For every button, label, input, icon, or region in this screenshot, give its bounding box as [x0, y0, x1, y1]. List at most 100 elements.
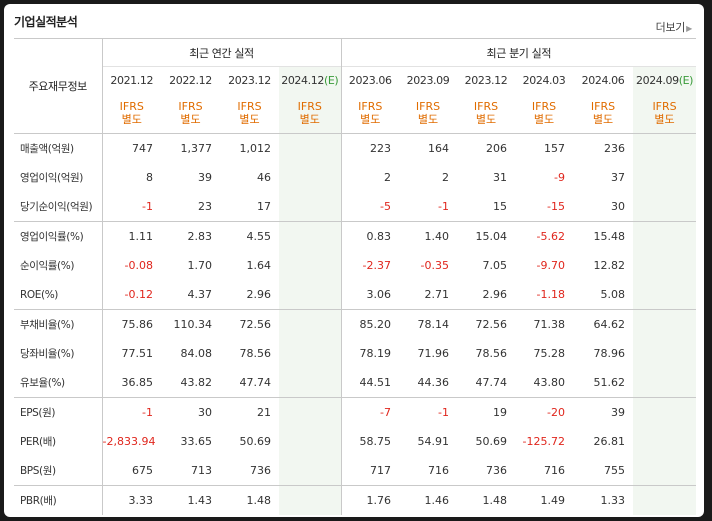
table-row: 당좌비율(%) 77.51 84.08 78.56 78.19 71.96 78.56 75.… — [14, 339, 697, 368]
period-header: 2023.06 — [340, 66, 400, 93]
ifrs-standard-label: IFRS 별도 — [633, 93, 697, 134]
table-cell: 223 — [340, 133, 400, 163]
table-cell: 71.38 — [515, 309, 574, 339]
table-cell: 2.96 — [246, 288, 272, 301]
ifrs-standard-label: IFRS 별도 — [457, 93, 516, 134]
table-cell — [279, 427, 342, 456]
row-label: 당기순이익(억원) — [14, 192, 103, 222]
table-cell: 716 — [544, 464, 566, 477]
table-cell: 2.96 — [482, 288, 508, 301]
table-cell — [633, 280, 697, 310]
table-row: BPS(원) 675 713 736 717 716 736 716 755 — [14, 456, 697, 486]
table-cell: 1.43 — [161, 485, 220, 515]
ifrs-line1: IFRS — [473, 100, 499, 113]
table-cell: 54.91 — [417, 435, 450, 448]
table-cell: 47.74 — [475, 376, 508, 389]
table-cell — [633, 427, 697, 456]
table-cell: -5 — [340, 192, 400, 222]
table-cell: 15.48 — [573, 221, 634, 251]
table-cell: -0.35 — [420, 259, 450, 272]
table-cell: 1,012 — [239, 142, 272, 155]
table-cell: 1.76 — [340, 485, 400, 515]
table-cell — [279, 163, 342, 192]
table-cell: 2.83 — [161, 221, 220, 251]
table-cell: 157 — [544, 142, 566, 155]
period-header: 2023.09 — [399, 66, 458, 93]
table-cell: 75.28 — [533, 347, 566, 360]
table-row: PER(배) -2,833.94 33.65 50.69 58.75 54.91 50.69… — [14, 427, 697, 456]
table-cell: -0.12 — [124, 288, 153, 301]
table-cell: -7 — [340, 397, 400, 427]
period-label: 2024.03 — [522, 73, 566, 87]
table-cell — [279, 280, 342, 310]
ifrs-line1: IFRS — [237, 100, 262, 113]
table-cell: 1.48 — [220, 485, 279, 515]
table-cell: 85.20 — [340, 309, 400, 339]
table-cell: 717 — [340, 456, 400, 486]
ifrs-line2: 별도 — [475, 113, 497, 126]
table-cell: -125.72 — [522, 435, 566, 448]
ifrs-line1: IFRS — [531, 100, 557, 113]
ifrs-line1: IFRS — [119, 100, 144, 113]
table-cell: -1.18 — [536, 288, 566, 301]
table-row: 매출액(억원) 747 1,377 1,012 223 164 206 157 236 — [14, 133, 697, 163]
table-cell: 713 — [191, 464, 212, 477]
period-label: 2021.12 — [110, 73, 154, 87]
ifrs-line2: 별도 — [299, 113, 320, 126]
table-cell: 78.14 — [399, 309, 458, 339]
table-row: 당기순이익(억원) -1 23 17 -5 -1 15 -15 30 — [14, 192, 697, 222]
row-label: BPS(원) — [14, 456, 103, 486]
table-cell — [633, 251, 697, 280]
table-cell — [633, 368, 697, 398]
table-cell: 2 — [340, 163, 400, 192]
table-row: 영업이익(억원) 8 39 46 2 2 31 -9 37 — [14, 163, 697, 192]
quarterly-group-header: 최근 분기 실적 — [340, 38, 697, 67]
table-cell: 1.40 — [399, 221, 458, 251]
table-cell: 1.46 — [399, 485, 458, 515]
table-cell — [279, 485, 342, 515]
table-cell: -1 — [438, 200, 450, 213]
table-cell: 21 — [220, 397, 279, 427]
row-label: 매출액(억원) — [14, 133, 103, 163]
table-cell — [633, 192, 697, 222]
table-cell: 0.83 — [340, 221, 400, 251]
table-cell: 46 — [257, 171, 271, 184]
ifrs-line1: IFRS — [178, 100, 203, 113]
table-cell: 75.86 — [102, 309, 161, 339]
table-cell: 19 — [457, 397, 516, 427]
table-cell: 72.56 — [457, 309, 516, 339]
ifrs-line1: IFRS — [590, 100, 616, 113]
row-label: 순이익률(%) — [14, 251, 103, 280]
table-cell: 78.56 — [475, 347, 508, 360]
period-label: 2024.12 — [281, 73, 324, 87]
table-cell: 4.55 — [220, 221, 279, 251]
table-cell: 1.49 — [515, 485, 574, 515]
table-cell: -1 — [142, 200, 153, 213]
table-cell: 675 — [132, 464, 153, 477]
table-cell: 4.37 — [187, 288, 213, 301]
table-cell: 164 — [428, 142, 450, 155]
table-cell: 15.04 — [457, 221, 516, 251]
table-row: 유보율(%) 36.85 43.82 47.74 44.51 44.36 47.74 43.8… — [14, 368, 697, 398]
table-cell: 747 — [132, 142, 153, 155]
table-cell: -1 — [399, 397, 458, 427]
table-cell: -20 — [515, 397, 574, 427]
table-cell: 39 — [198, 171, 212, 184]
more-link[interactable]: 더보기▶ — [655, 19, 693, 35]
row-label: PER(배) — [14, 427, 103, 456]
table-cell: -1 — [102, 397, 161, 427]
table-row: EPS(원) -1 30 21 -7 -1 19 -20 39 — [14, 397, 697, 427]
ifrs-standard-label: IFRS 별도 — [573, 93, 634, 134]
row-label: 영업이익(억원) — [14, 163, 103, 192]
more-label[interactable]: 더보기 — [655, 21, 686, 34]
ifrs-standard-label: IFRS 별도 — [102, 93, 161, 134]
ifrs-line2: 별도 — [180, 113, 201, 126]
table-cell: 15 — [493, 200, 508, 213]
table-cell — [633, 221, 697, 251]
table-cell: 71.96 — [417, 347, 450, 360]
annual-group-header: 최근 연간 실적 — [189, 46, 254, 60]
standard-header-row: IFRS 별도 IFRS 별도 IFRS 별도 IFRS 별도 IFRS 별도 IFRS 별도 IFRS… — [14, 93, 697, 134]
table-cell: 8 — [146, 171, 153, 184]
table-cell: 78.96 — [593, 347, 626, 360]
table-row: 부채비율(%) 75.86 110.34 72.56 85.20 78.14 72.56 71… — [14, 309, 697, 339]
